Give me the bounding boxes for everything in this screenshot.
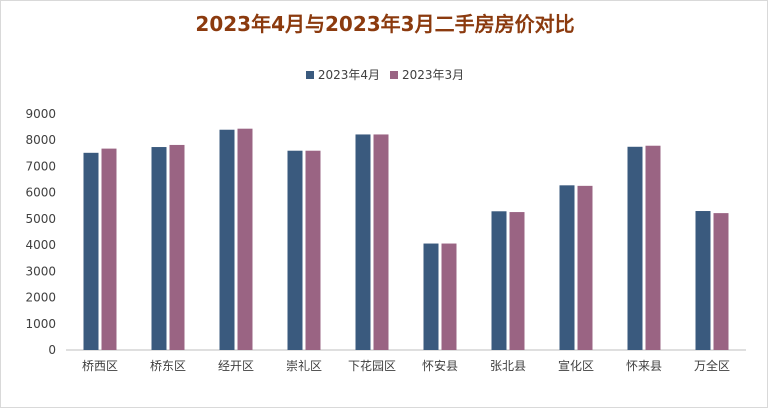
x-tick-label: 桥东区 xyxy=(150,359,186,373)
y-tick-label: 3000 xyxy=(25,264,56,278)
bar-series-1 xyxy=(355,134,371,350)
bar-series-1 xyxy=(695,211,711,350)
chart-legend: 2023年4月 2023年3月 xyxy=(0,66,770,83)
x-tick-label: 下花园区 xyxy=(348,358,396,373)
y-tick-label: 1000 xyxy=(25,317,56,331)
bar-series-1 xyxy=(287,150,303,350)
bar-series-2 xyxy=(713,213,729,350)
x-tick-label: 经开区 xyxy=(218,359,254,373)
bar-series-1 xyxy=(423,243,439,350)
bar-series-2 xyxy=(305,150,321,350)
x-tick-label: 崇礼区 xyxy=(286,358,322,373)
bar-series-1 xyxy=(627,146,643,350)
bar-series-1 xyxy=(83,152,99,350)
x-tick-label: 张北县 xyxy=(490,359,526,373)
bar-series-2 xyxy=(645,145,661,350)
legend-swatch-series-2 xyxy=(390,70,398,79)
bar-series-1 xyxy=(559,185,575,350)
y-tick-label: 6000 xyxy=(25,186,56,200)
x-tick-label: 宣化区 xyxy=(558,358,594,373)
legend-swatch-series-1 xyxy=(305,70,314,79)
y-tick-label: 9000 xyxy=(25,107,56,121)
bar-series-2 xyxy=(577,185,593,350)
bar-series-2 xyxy=(237,128,253,350)
x-tick-label: 万全区 xyxy=(694,358,730,373)
legend-label-series-1: 2023年4月 xyxy=(317,68,380,82)
legend-label-series-2: 2023年3月 xyxy=(402,68,465,82)
legend-item-series-2: 2023年3月 xyxy=(390,66,464,83)
bar-series-1 xyxy=(151,147,167,350)
bar-series-2 xyxy=(169,144,185,350)
y-tick-label: 4000 xyxy=(25,238,56,252)
bar-series-1 xyxy=(219,129,235,350)
bar-series-2 xyxy=(509,212,525,350)
bar-series-2 xyxy=(373,134,389,350)
legend-item-series-1: 2023年4月 xyxy=(305,66,380,83)
chart-title: 2023年4月与2023年3月二手房房价对比 xyxy=(195,12,575,36)
bar-series-1 xyxy=(491,211,507,350)
bar-series-2 xyxy=(441,243,457,350)
y-tick-label: 2000 xyxy=(25,291,56,305)
x-tick-label: 桥西区 xyxy=(82,359,118,373)
y-tick-label: 7000 xyxy=(25,159,56,173)
y-tick-label: 5000 xyxy=(25,212,56,226)
x-tick-label: 怀安县 xyxy=(422,358,458,373)
y-tick-label: 0 xyxy=(48,343,56,357)
x-tick-label: 怀来县 xyxy=(626,359,662,373)
bar-series-2 xyxy=(101,148,117,350)
y-tick-label: 8000 xyxy=(25,133,56,147)
